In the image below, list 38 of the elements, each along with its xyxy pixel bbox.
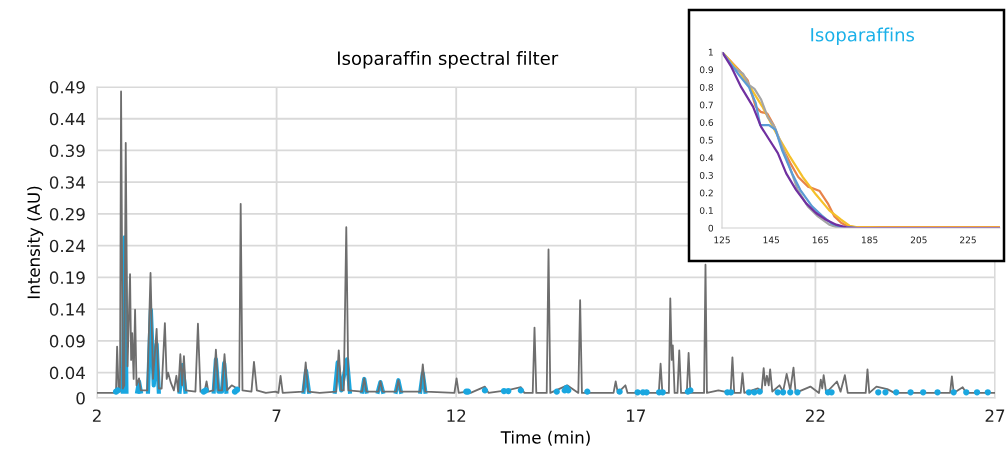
y-tick-label: 0.29 <box>49 207 85 221</box>
y-tick-label: 0.7 <box>699 101 713 109</box>
x-tick-label: 165 <box>812 236 829 244</box>
chart-title: Isoparaffins <box>811 27 915 46</box>
y-tick-label: 0.9 <box>699 66 714 74</box>
y-tick-label: 0.49 <box>49 80 85 94</box>
x-tick-label: 17 <box>627 409 645 422</box>
y-tick-label: 1 <box>708 48 713 56</box>
y-tick-label: 0.34 <box>49 176 85 189</box>
y-tick-label: 0.4 <box>699 154 714 162</box>
y-axis-title: Intensity (AU) <box>27 186 44 299</box>
y-tick-label: 0.8 <box>699 83 714 91</box>
x-axis-title: Time (min) <box>500 430 590 446</box>
x-tick-label: 12 <box>447 409 466 422</box>
y-tick-label: 0.3 <box>699 171 713 179</box>
x-tick-label: 225 <box>960 236 976 244</box>
y-tick-label: 0 <box>76 391 85 405</box>
y-tick-label: 0.44 <box>49 112 85 126</box>
y-tick-label: 0.14 <box>49 303 85 316</box>
x-tick-label: 205 <box>910 236 927 244</box>
x-tick-label: 185 <box>861 236 878 244</box>
y-tick-label: 0.04 <box>49 366 85 380</box>
x-tick-label: 7 <box>272 409 281 422</box>
x-tick-label: 22 <box>806 409 825 422</box>
y-tick-label: 0.09 <box>49 334 85 348</box>
y-tick-label: 0.1 <box>699 207 713 214</box>
x-tick-label: 2 <box>92 409 101 422</box>
x-tick-label: 145 <box>763 236 780 244</box>
y-tick-label: 0 <box>708 224 714 232</box>
y-tick-label: 0.39 <box>49 144 85 158</box>
x-tick-label: 125 <box>714 236 730 244</box>
y-tick-label: 0.19 <box>49 271 85 284</box>
x-tick-label: 27 <box>985 409 1005 422</box>
y-tick-label: 0.2 <box>699 189 713 197</box>
y-tick-label: 0.5 <box>699 136 713 144</box>
chart-title: Isoparaffin spectral filter <box>338 51 559 69</box>
y-tick-label: 0.24 <box>49 239 85 253</box>
y-tick-label: 0.6 <box>699 119 714 126</box>
